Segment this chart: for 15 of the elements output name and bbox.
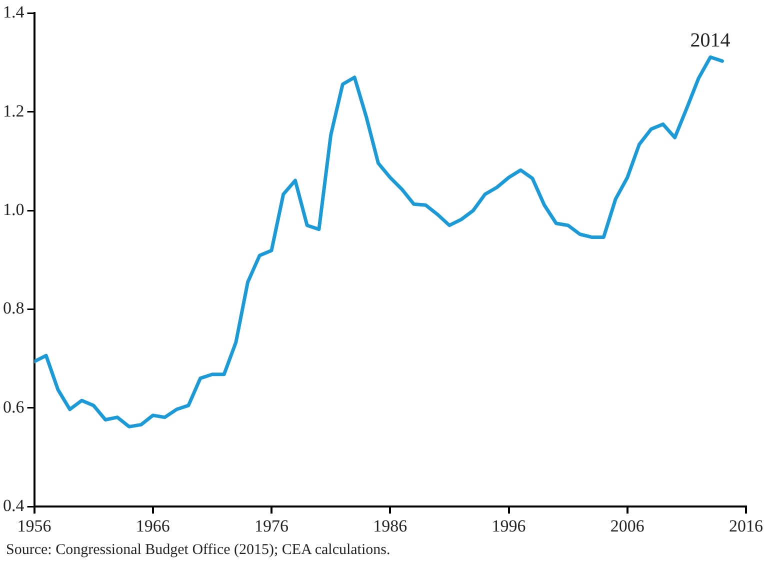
x-tick-label: 1966 [136, 516, 170, 536]
y-tick-label: 0.6 [3, 397, 24, 416]
y-tick-label: 1.4 [3, 2, 25, 22]
y-tick-label: 1.2 [3, 101, 24, 120]
x-tick-label: 1996 [492, 516, 526, 536]
x-tick-label: 2016 [729, 516, 763, 536]
y-tick-label: 1.0 [3, 200, 24, 220]
x-tick-label: 1986 [373, 516, 408, 536]
y-tick-label: 0.8 [3, 298, 24, 318]
source-note: Source: Congressional Budget Office (2015); CEA calculations. [5, 541, 392, 560]
y-tick-label: 0.4 [3, 496, 25, 516]
x-tick-label: 2006 [610, 516, 644, 536]
x-tick-label: 1976 [254, 516, 288, 536]
annotation: 2014 [690, 29, 730, 52]
x-tick-label: 1956 [17, 516, 52, 536]
